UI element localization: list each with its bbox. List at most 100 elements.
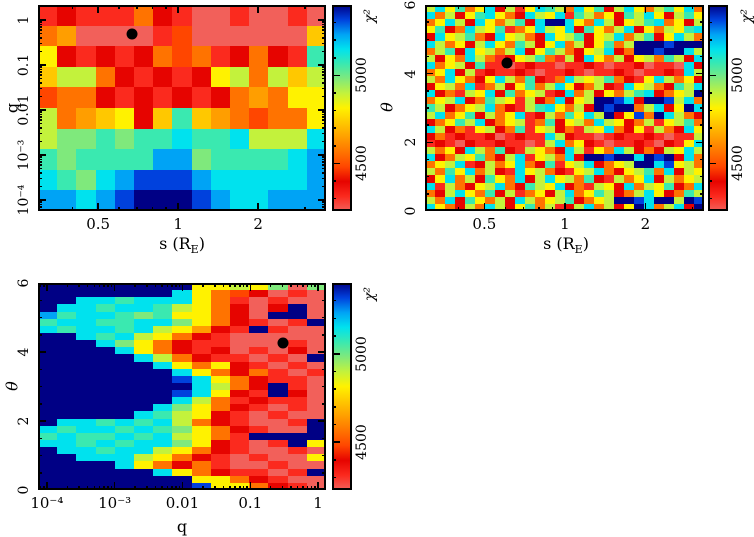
heatmap-cell [514,83,526,92]
heatmap-cell [210,318,231,327]
heatmap-cell [249,440,270,449]
heatmap-cell [434,196,446,205]
heatmap-cell [494,111,506,120]
heatmap-cell [287,87,308,109]
heatmap-cell [191,454,212,463]
heatmap-cell [634,111,646,120]
heatmap-cell [644,118,656,127]
heatmap-cell [230,318,251,327]
heatmap-cell [114,425,135,434]
heatmap-cell [210,361,231,370]
heatmap-cell [594,19,606,28]
heatmap-cell [287,390,308,399]
heatmap-cell [644,189,656,198]
y-axis-tick [425,175,429,178]
heatmap-cell [153,325,174,334]
heatmap-cell [134,475,155,484]
heatmap-cell [95,397,116,406]
heatmap-cell [76,447,97,456]
y-axis-tick [38,122,42,125]
heatmap-cell [494,33,506,42]
heatmap-cell [249,368,270,377]
heatmap-cell [57,290,78,299]
heatmap-cell [38,297,59,306]
heatmap-cell [644,68,656,78]
heatmap-cell [268,425,289,434]
heatmap-cell [114,318,135,327]
x-axis-tick [171,486,173,490]
y-axis-tick [696,210,704,211]
heatmap-cell [594,61,606,70]
heatmap-cell [210,411,231,420]
colorbar-tick [332,74,340,77]
heatmap-cell [434,118,446,127]
heatmap-cell [57,390,78,399]
x-axis-tick [178,283,181,287]
colorbar-tick [332,406,336,408]
heatmap-cell [574,26,586,35]
heatmap-cell [684,26,696,35]
heatmap-cell [574,111,586,120]
heatmap-cell [504,147,516,156]
heatmap-cell [504,76,516,85]
heatmap-cell [674,33,686,42]
heatmap-cell [114,432,135,442]
heatmap-cell [514,154,526,163]
heatmap-cell [524,83,536,92]
x-axis-tick [644,5,647,13]
heatmap-cell [153,411,174,420]
heatmap-cell [306,368,326,377]
heatmap-cell [494,125,506,134]
heatmap-cell [153,128,174,151]
heatmap-cell [474,111,486,120]
heatmap-cell [210,340,231,349]
colorbar-tick-label: 5000 [730,57,746,94]
heatmap-cell [425,26,436,35]
heatmap-cell [464,118,476,127]
heatmap-cell [114,354,135,363]
heatmap-cell [434,189,446,198]
y-axis-tick [318,283,326,284]
heatmap-cell [574,154,586,163]
heatmap-cell [614,83,626,92]
heatmap-cell [614,139,626,149]
heatmap-cell [153,440,174,449]
heatmap-cell [564,196,576,205]
heatmap-cell [604,139,616,149]
colorbar-tick-label: 4500 [730,145,746,182]
heatmap-cell [249,190,270,211]
heatmap-cell [172,468,193,477]
x-axis-tick [222,283,225,287]
heatmap-cell [464,83,476,92]
heatmap-cell [210,482,231,490]
heatmap-cell [454,132,466,141]
heatmap-cell [684,125,696,134]
y-axis-tick [700,193,704,195]
heatmap-cell [594,111,606,120]
heatmap-cell [134,304,155,313]
heatmap-cell [484,175,496,184]
heatmap-cell [524,40,536,49]
y-axis-tick [425,72,433,75]
colorbar-tick [332,441,340,443]
heatmap-cell [694,90,704,99]
heatmap-cell [664,182,676,191]
heatmap-cell [654,118,666,127]
heatmap-cell [554,19,566,28]
heatmap-cell [644,175,656,184]
heatmap-cell [604,196,616,205]
heatmap-cell [153,482,174,490]
y-axis-tick [425,210,433,211]
heatmap-cell [694,203,704,211]
x-label-text: s (R [159,234,191,253]
colorbar-tick-label: 4500 [354,145,370,182]
heatmap-cell [544,125,556,134]
heatmap-cell [38,368,59,377]
heatmap-cell [514,26,526,35]
heatmap-cell [564,54,576,63]
x-axis-label-q: q [177,517,187,537]
heatmap-cell [306,361,326,370]
heatmap-cell [454,154,466,163]
heatmap-cell [114,390,135,399]
heatmap-cell [230,475,251,484]
